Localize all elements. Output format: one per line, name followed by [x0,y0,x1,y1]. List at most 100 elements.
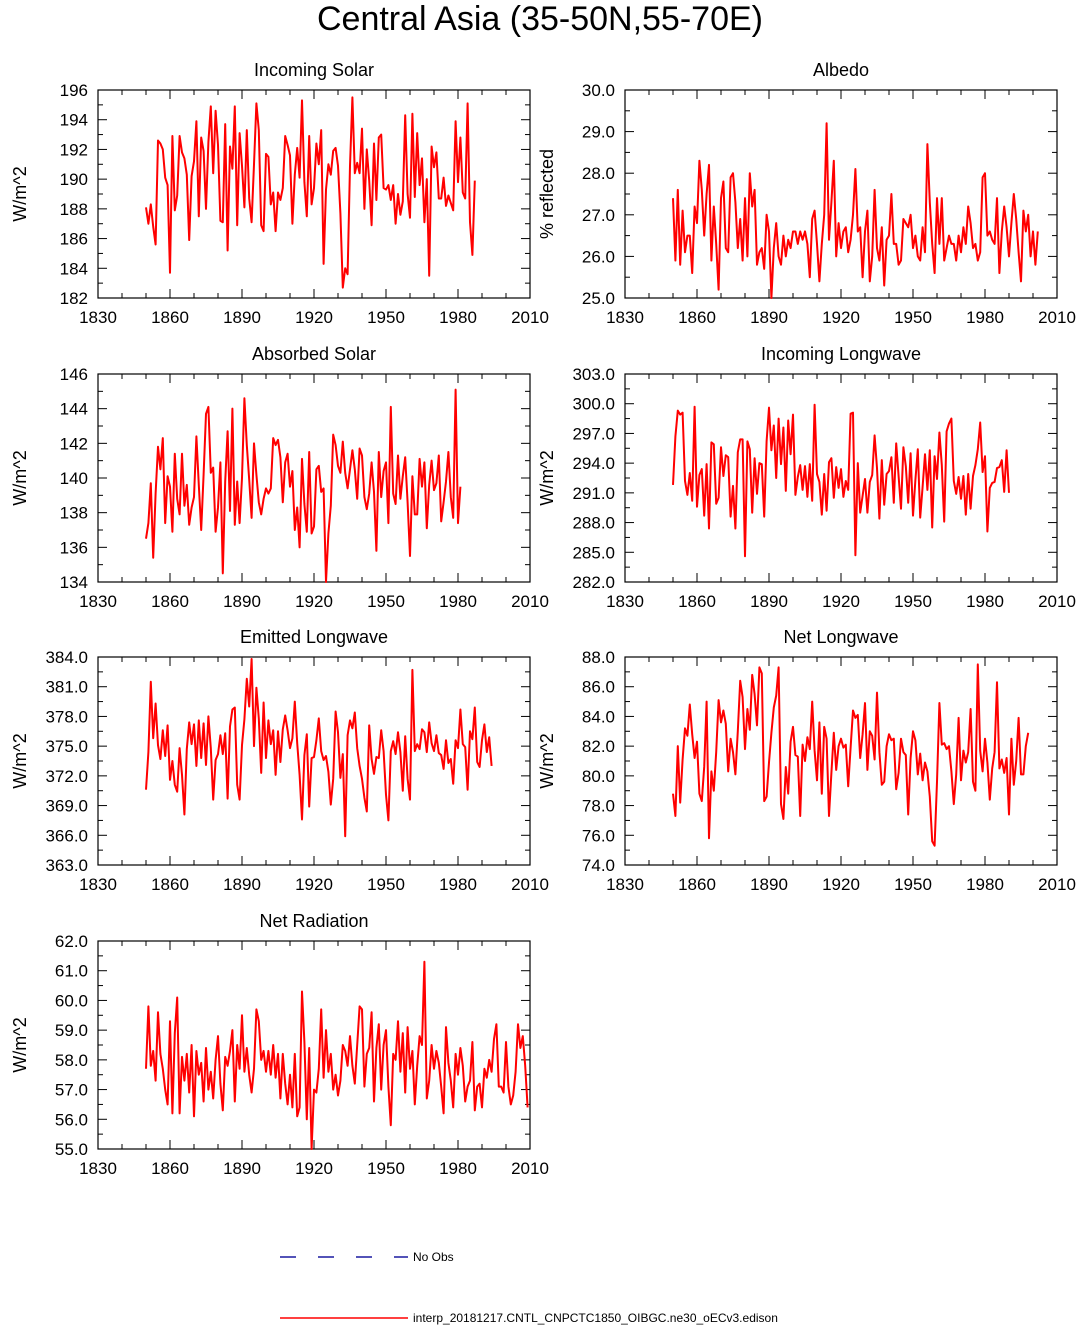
x-tick-label: 2010 [511,875,549,894]
y-tick-label: 74.0 [582,856,615,875]
x-tick-label: 1860 [151,308,189,327]
x-tick-label: 1830 [79,875,117,894]
y-axis-label: W/m^2 [537,733,557,788]
figure-title: Central Asia (35-50N,55-70E) [317,0,763,38]
x-tick-label: 1950 [367,308,405,327]
panel-title: Emitted Longwave [240,627,388,647]
y-tick-label: 55.0 [55,1140,88,1159]
y-tick-label: 291.0 [572,484,615,503]
x-tick-label: 1890 [223,1159,261,1178]
y-tick-label: 140 [60,469,88,488]
legend-no-obs-label: No Obs [413,1250,454,1264]
y-axis-label: W/m^2 [10,166,30,221]
y-axis-label: W/m^2 [10,733,30,788]
x-tick-label: 1860 [151,592,189,611]
x-tick-label: 1950 [367,875,405,894]
x-tick-label: 1920 [822,592,860,611]
x-tick-label: 1920 [295,1159,333,1178]
x-tick-label: 2010 [511,1159,549,1178]
legend: No Obs interp_20181217.CNTL_CNPCTC1850_O… [280,1250,778,1325]
x-tick-label: 1890 [223,875,261,894]
y-tick-label: 78.0 [582,797,615,816]
y-tick-label: 188 [60,200,88,219]
panel-title: Absorbed Solar [252,344,376,364]
x-tick-label: 1890 [223,592,261,611]
series-line-model [672,403,1010,558]
x-tick-label: 1980 [439,1159,477,1178]
x-tick-label: 1950 [367,1159,405,1178]
series-line-model [145,96,476,289]
series-line-model [672,122,1039,299]
x-tick-label: 2010 [1038,875,1076,894]
y-axis-label: W/m^2 [10,450,30,505]
x-tick-label: 1950 [367,592,405,611]
y-tick-label: 294.0 [572,454,615,473]
x-tick-label: 1950 [894,308,932,327]
x-tick-label: 1830 [606,592,644,611]
x-tick-label: 2010 [1038,592,1076,611]
x-tick-label: 1860 [151,1159,189,1178]
x-tick-label: 1890 [750,875,788,894]
y-tick-label: 88.0 [582,648,615,667]
x-tick-label: 1920 [295,592,333,611]
x-tick-label: 1920 [822,308,860,327]
y-tick-label: 29.0 [582,123,615,142]
panel-5: Emitted Longwave W/m^2 1830 1860 1890 1920 195… [10,627,549,894]
x-tick-label: 1830 [606,875,644,894]
y-tick-label: 80.0 [582,767,615,786]
y-tick-label: 136 [60,538,88,557]
plot-frame [624,656,1058,866]
panel-title: Net Radiation [259,911,368,931]
y-tick-label: 366.0 [45,826,88,845]
x-tick-label: 1890 [750,592,788,611]
y-tick-label: 297.0 [572,424,615,443]
y-tick-label: 285.0 [572,543,615,562]
series-line-model [145,657,493,838]
y-tick-label: 192 [60,140,88,159]
y-tick-label: 182 [60,289,88,308]
x-tick-label: 1890 [750,308,788,327]
panel-title: Incoming Solar [254,60,374,80]
panel-title: Incoming Longwave [761,344,921,364]
y-tick-label: 138 [60,504,88,523]
y-tick-label: 194 [60,111,88,130]
x-tick-label: 2010 [1038,308,1076,327]
y-tick-label: 84.0 [582,707,615,726]
y-tick-label: 30.0 [582,81,615,100]
y-axis-label: W/m^2 [537,450,557,505]
x-tick-label: 1980 [966,308,1004,327]
y-tick-label: 86.0 [582,678,615,697]
y-tick-label: 300.0 [572,395,615,414]
y-tick-label: 56.0 [55,1110,88,1129]
panel-6: Net Longwave W/m^2 1830 1860 1890 1920 1950 198… [537,627,1076,894]
x-tick-label: 1890 [223,308,261,327]
plot-frame [97,940,531,1150]
x-tick-label: 1950 [894,875,932,894]
y-tick-label: 76.0 [582,826,615,845]
y-tick-label: 57.0 [55,1081,88,1100]
x-tick-label: 1980 [439,875,477,894]
legend-model-label: interp_20181217.CNTL_CNPCTC1850_OIBGC.ne… [413,1311,778,1325]
x-tick-label: 2010 [511,592,549,611]
panel-4: Incoming Longwave W/m^2 1830 1860 1890 1920 19… [537,344,1076,611]
y-tick-label: 59.0 [55,1021,88,1040]
y-tick-label: 134 [60,573,88,592]
y-tick-label: 186 [60,230,88,249]
panel-group: Incoming Solar W/m^2 1830 1860 1890 1920 1950 1… [10,60,1076,1178]
x-tick-label: 1830 [79,308,117,327]
x-tick-label: 1980 [439,308,477,327]
x-tick-label: 1830 [79,592,117,611]
plot-frame [624,89,1058,299]
y-tick-label: 142 [60,434,88,453]
y-tick-label: 196 [60,81,88,100]
x-tick-label: 1860 [678,592,716,611]
plot-frame [97,373,531,583]
y-tick-label: 384.0 [45,648,88,667]
panel-title: Albedo [813,60,869,80]
y-tick-label: 303.0 [572,365,615,384]
x-tick-label: 1860 [678,875,716,894]
x-tick-label: 1920 [295,308,333,327]
x-tick-label: 1980 [966,592,1004,611]
y-tick-label: 372.0 [45,767,88,786]
y-tick-label: 381.0 [45,678,88,697]
